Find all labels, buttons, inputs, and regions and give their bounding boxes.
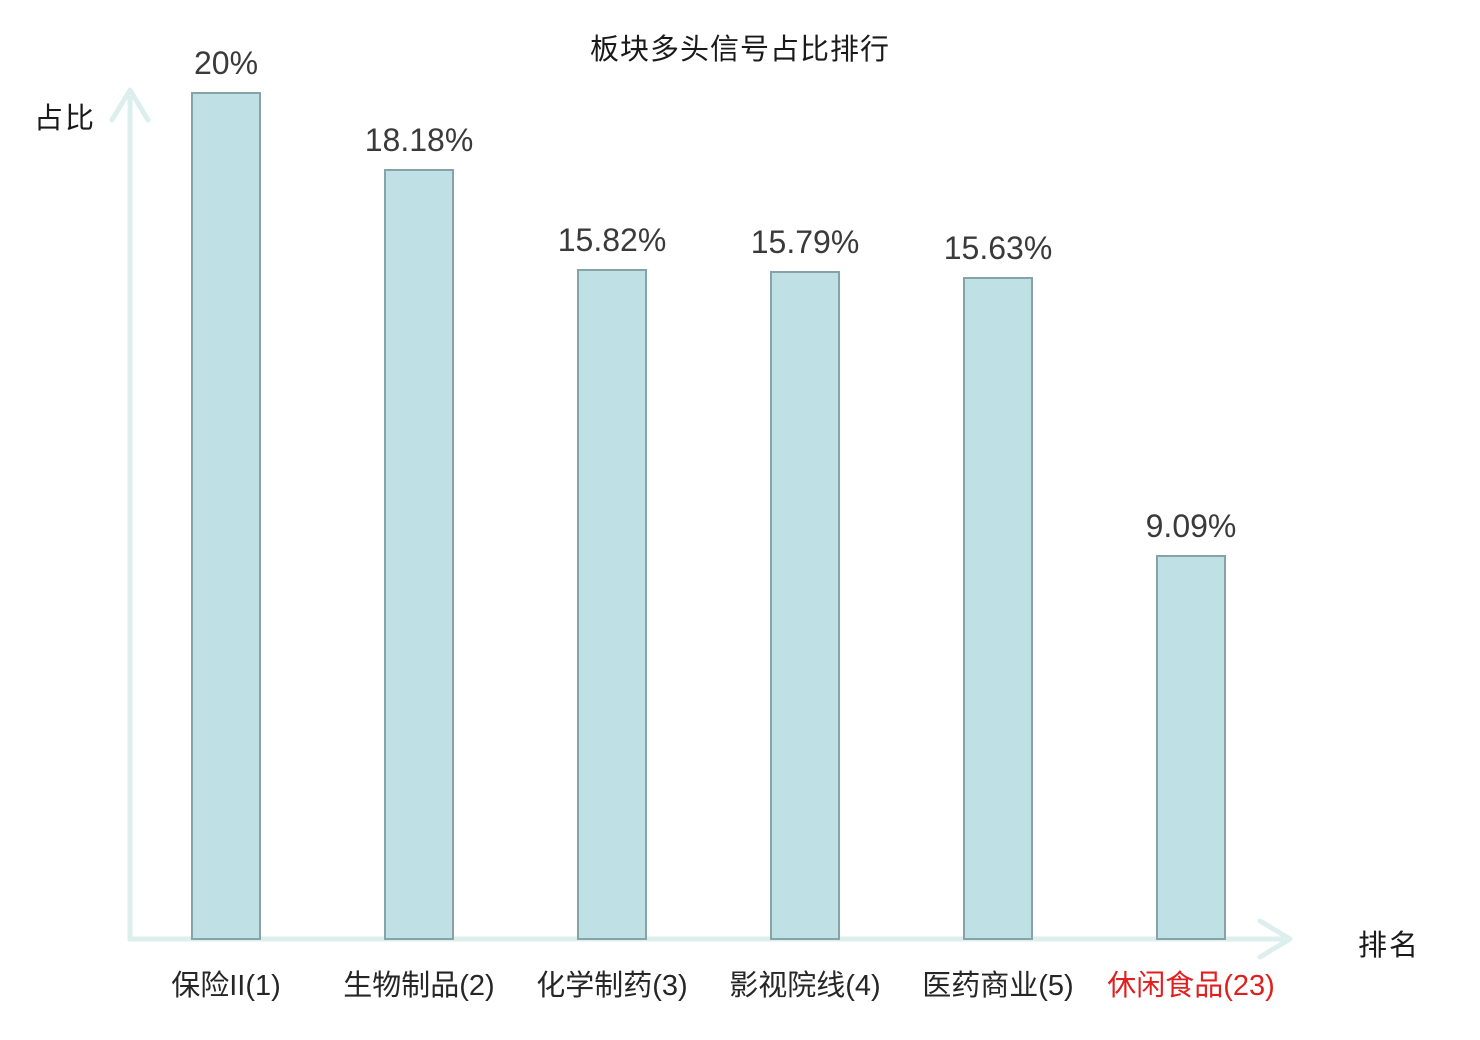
y-axis: [109, 87, 151, 941]
category-label-1: 保险II(1): [171, 970, 281, 1002]
bar-4: [770, 271, 840, 940]
bar-6: [1156, 555, 1226, 940]
bar-2: [384, 169, 454, 940]
bar-5: [963, 277, 1033, 940]
bar-value-label-6: 9.09%: [1145, 508, 1237, 544]
category-label-2: 生物制品(2): [343, 970, 495, 1002]
bar-1: [191, 92, 261, 940]
bar-value-label-1: 20%: [193, 45, 259, 81]
category-label-4: 影视院线(4): [729, 970, 881, 1002]
bar-3: [577, 269, 647, 940]
bar-value-label-5: 15.63%: [943, 230, 1053, 266]
chart-title: 板块多头信号占比排行: [589, 34, 890, 66]
category-label-6: 休闲食品(23): [1107, 970, 1275, 1002]
bar-value-label-4: 15.79%: [750, 224, 860, 260]
y-axis-label: 占比: [34, 103, 97, 135]
bar-value-label-2: 18.18%: [364, 122, 474, 158]
category-label-3: 化学制药(3): [536, 970, 688, 1002]
category-label-5: 医药商业(5): [922, 970, 1074, 1002]
x-axis-label: 排名: [1358, 930, 1421, 962]
x-axis: [128, 918, 1293, 960]
bar-value-label-3: 15.82%: [557, 222, 667, 258]
